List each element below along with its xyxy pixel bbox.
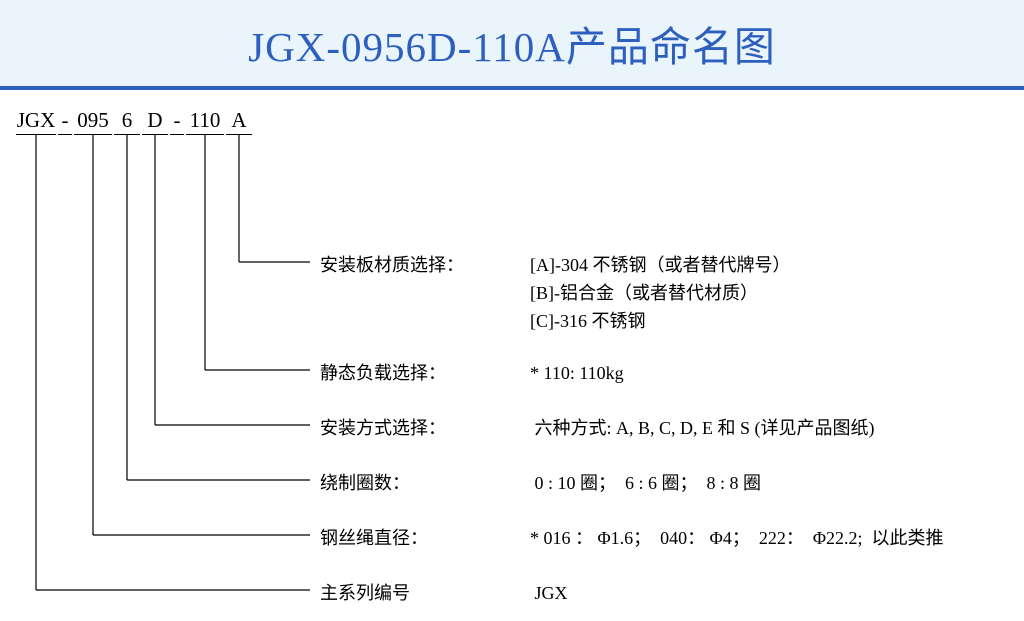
- diagram-area: JGX-0956D-110A 安装板材质选择：[A]-304 不锈钢（或者替代牌…: [0, 90, 1024, 621]
- row-value-3: 0 : 10 圈； 6 : 6 圈； 8 : 8 圈: [530, 469, 761, 497]
- row-label-3: 绕制圈数：: [320, 469, 410, 495]
- row-label-0: 安装板材质选择：: [320, 251, 464, 277]
- row-value-0: [A]-304 不锈钢（或者替代牌号） [B]-铝合金（或者替代材质） [C]-…: [530, 251, 790, 335]
- code-part-4: D: [142, 108, 168, 135]
- code-part-5: -: [170, 108, 184, 135]
- row-label-4: 钢丝绳直径：: [320, 524, 428, 550]
- product-code: JGX-0956D-110A: [16, 108, 254, 135]
- row-value-5: JGX: [530, 579, 568, 607]
- code-part-7: A: [226, 108, 252, 135]
- row-value-2: 六种方式: A, B, C, D, E 和 S (详见产品图纸): [530, 414, 875, 442]
- row-label-2: 安装方式选择：: [320, 414, 446, 440]
- row-label-1: 静态负载选择：: [320, 359, 446, 385]
- row-value-1: * 110: 110kg: [530, 359, 624, 387]
- code-part-0: JGX: [16, 108, 56, 135]
- header-band: JGX-0956D-110A产品命名图: [0, 0, 1024, 90]
- code-part-6: 110: [186, 108, 224, 135]
- row-label-5: 主系列编号: [320, 579, 410, 605]
- row-value-4: * 016 ： Φ1.6； 040： Φ4； 222： Φ22.2; 以此类推: [530, 524, 943, 552]
- page-title: JGX-0956D-110A产品命名图: [248, 13, 776, 73]
- code-part-3: 6: [114, 108, 140, 135]
- code-part-1: -: [58, 108, 72, 135]
- code-part-2: 095: [74, 108, 112, 135]
